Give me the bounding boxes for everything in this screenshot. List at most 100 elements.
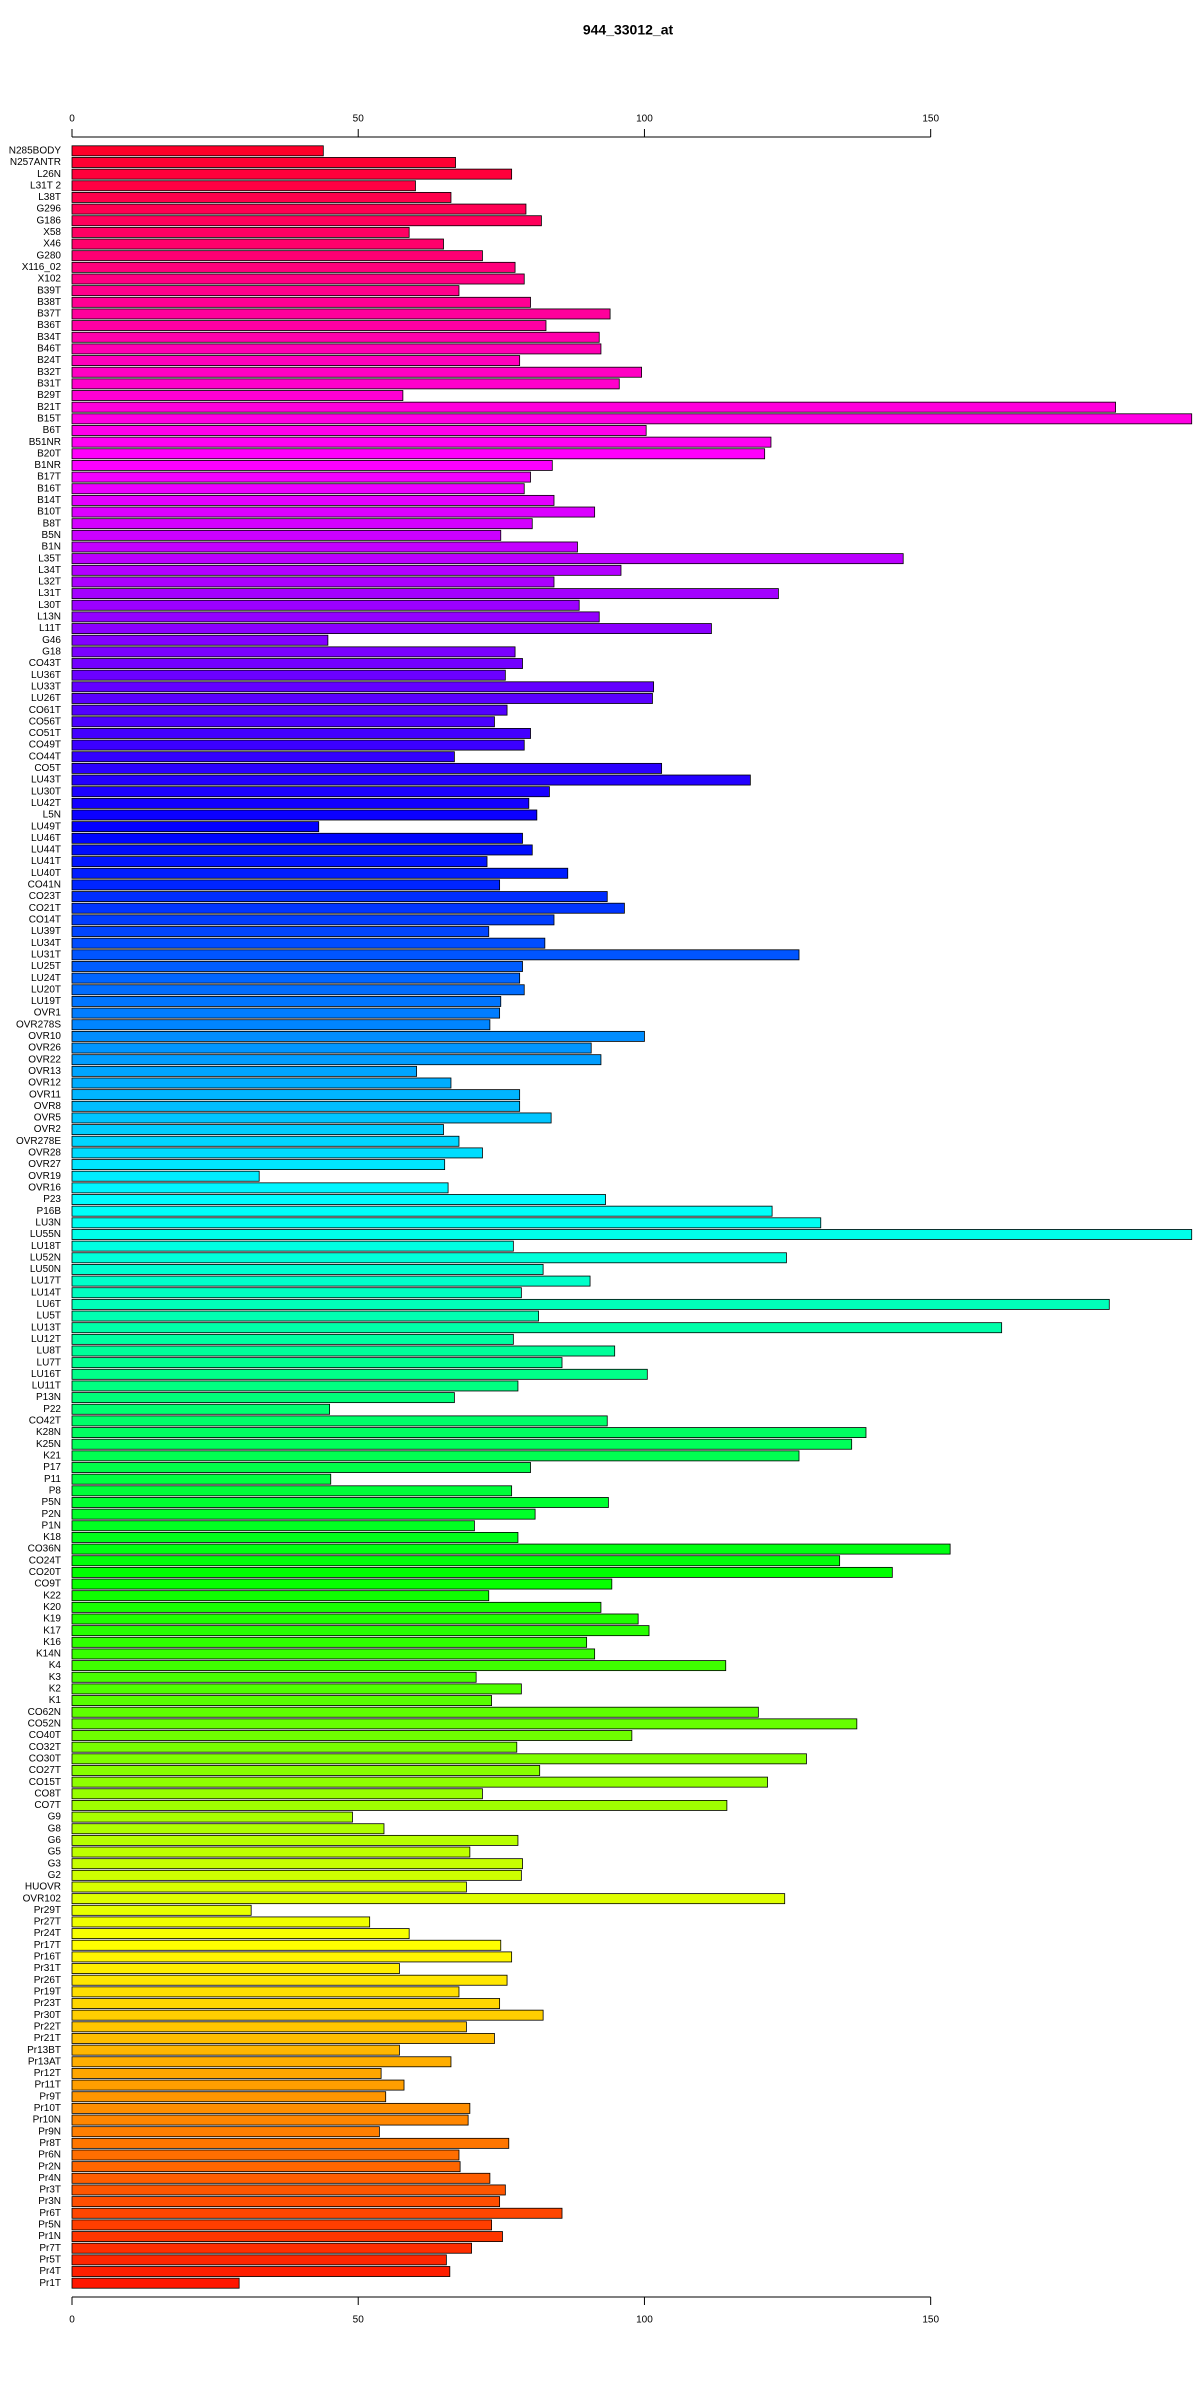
y-tick-label: OVR19 — [28, 1171, 61, 1182]
bar — [71, 1881, 467, 1893]
bar — [71, 168, 513, 180]
bar — [71, 1928, 410, 1940]
y-tick-label: Pr16T — [34, 1952, 61, 1963]
y-tick-label: LU42T — [31, 798, 61, 809]
bar — [71, 2056, 452, 2068]
y-tick-label: LU18T — [31, 1241, 61, 1252]
y-tick-label: L31T 2 — [30, 180, 61, 191]
bar — [71, 425, 647, 436]
y-tick-label: L31T — [38, 588, 61, 599]
bar — [71, 203, 527, 215]
y-tick-label: CO7T — [34, 1800, 61, 1811]
bar — [71, 634, 329, 646]
bar — [71, 1427, 867, 1438]
y-tick-label: P5N — [42, 1497, 61, 1508]
bar — [71, 1450, 800, 1462]
bar — [71, 1077, 452, 1089]
y-tick-label: P17 — [43, 1462, 61, 1473]
bar — [71, 564, 622, 576]
bar — [71, 1438, 853, 1450]
y-tick-label: LU20T — [31, 984, 61, 995]
bar — [71, 1392, 455, 1404]
bar — [71, 891, 608, 902]
y-tick-label: Pr13AT — [28, 2056, 61, 2067]
bar — [71, 797, 530, 809]
bar — [71, 926, 490, 937]
y-tick-label: Pr4T — [39, 2266, 61, 2277]
bar — [71, 1485, 513, 1497]
bar — [71, 832, 523, 844]
bar — [71, 2114, 469, 2126]
y-tick-label: G3 — [48, 1858, 62, 1869]
y-tick-label: OVR2 — [34, 1124, 62, 1135]
bar — [71, 1520, 475, 1532]
bar — [71, 1019, 491, 1031]
y-tick-label: OVR11 — [29, 1089, 61, 1100]
y-tick-label: B36T — [37, 320, 61, 331]
y-tick-label: LU24T — [31, 973, 61, 984]
bar — [71, 366, 642, 378]
y-tick-label: G280 — [37, 250, 62, 261]
y-tick-label: B32T — [37, 367, 61, 378]
y-tick-label: CO42T — [29, 1416, 61, 1427]
bar — [71, 390, 404, 401]
y-tick-label: Pr3N — [38, 2196, 61, 2207]
y-tick-label: K17 — [43, 1625, 61, 1636]
chart-title: 944_33012_at — [583, 22, 674, 38]
bar — [71, 576, 555, 588]
bar — [71, 961, 523, 972]
bar — [71, 226, 410, 238]
bar — [71, 844, 533, 856]
bar — [71, 494, 555, 506]
y-tick-label: K4 — [49, 1660, 62, 1671]
y-tick-label: G18 — [42, 647, 61, 658]
bar — [71, 1753, 807, 1765]
bar — [71, 902, 625, 914]
bar — [71, 809, 538, 821]
bar — [71, 192, 452, 203]
bar — [71, 611, 600, 623]
bar — [71, 1590, 490, 1602]
y-tick-label: X46 — [43, 239, 61, 250]
bar — [71, 1683, 522, 1695]
bar — [71, 1124, 444, 1136]
y-tick-label: K18 — [43, 1532, 61, 1543]
x-tick-label: 100 — [636, 114, 653, 125]
bar — [71, 693, 653, 704]
y-tick-label: Pr6N — [38, 2150, 61, 2161]
y-tick-label: B39T — [37, 285, 61, 296]
x-tick-label: 0 — [69, 114, 75, 125]
y-tick-label: Pr30T — [34, 2010, 61, 2021]
bar — [71, 1730, 633, 1741]
bar — [71, 1543, 951, 1555]
bar — [71, 2207, 563, 2219]
y-tick-label: CO27T — [29, 1765, 61, 1776]
bar — [71, 460, 553, 471]
bar — [71, 2184, 506, 2196]
y-tick-label: CO9T — [34, 1579, 61, 1590]
y-tick-label: Pr10T — [34, 2103, 61, 2114]
y-tick-label: Pr5N — [38, 2220, 61, 2231]
x-tick-label: 150 — [922, 114, 939, 125]
y-tick-label: K25N — [36, 1439, 61, 1450]
bar — [71, 1788, 483, 1800]
bar — [71, 308, 611, 320]
bar — [71, 238, 444, 250]
y-tick-label: CO41N — [28, 880, 61, 891]
y-tick-label: CO36N — [28, 1544, 61, 1555]
bar — [71, 1823, 385, 1835]
bar — [71, 1893, 786, 1905]
y-tick-label: Pr11T — [35, 2080, 62, 2091]
y-tick-label: LU13T — [31, 1322, 61, 1333]
y-tick-label: Pr4N — [38, 2173, 61, 2184]
y-tick-label: CO61T — [29, 705, 61, 716]
y-tick-label: LU26T — [31, 693, 61, 704]
bar — [71, 541, 578, 553]
y-tick-label: B29T — [37, 390, 61, 401]
bar — [71, 1636, 588, 1648]
bar — [71, 1846, 471, 1858]
bar — [71, 1217, 822, 1229]
y-tick-label: CO24T — [29, 1555, 61, 1566]
bar — [71, 1497, 609, 1508]
bar — [71, 728, 531, 739]
